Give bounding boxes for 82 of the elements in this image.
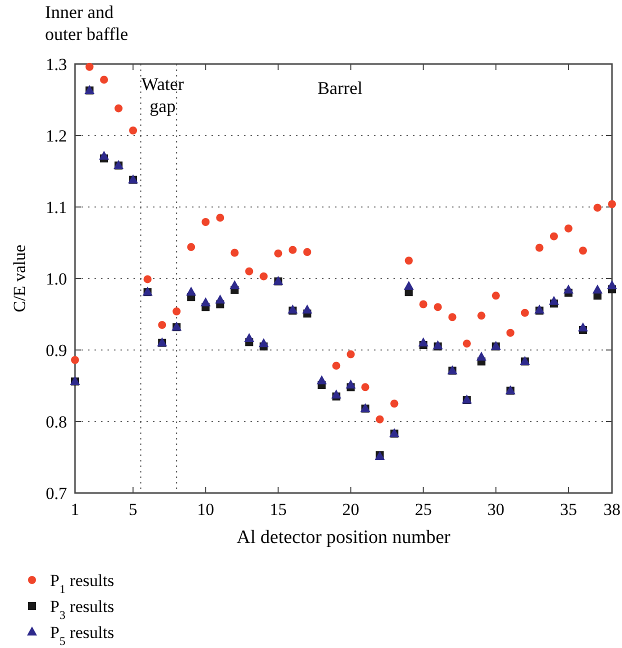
point: [404, 280, 414, 290]
point: [434, 303, 442, 312]
annotation: Barrel: [318, 78, 362, 98]
point: [564, 224, 572, 232]
text: Inner and outer baffle: [45, 2, 128, 44]
point: [316, 375, 327, 384]
x-tick-label: 1: [70, 500, 80, 519]
point: [550, 232, 558, 240]
y-tick-label: 1.0: [46, 270, 67, 288]
legend-label: P$_{3}$ results: [50, 597, 114, 622]
point: [346, 350, 355, 358]
legend-label: P$_{5}$ results: [50, 623, 114, 648]
point: [332, 362, 340, 370]
point: [100, 76, 108, 84]
x-tick-label: 15: [270, 500, 287, 519]
y-axis-title: C/E value: [10, 244, 29, 312]
point: [419, 300, 428, 308]
point: [592, 284, 602, 294]
point: [288, 304, 298, 314]
point: [361, 383, 370, 392]
point: [608, 200, 616, 208]
point: [520, 308, 529, 317]
point: [158, 320, 166, 329]
point: [548, 296, 559, 305]
point: [492, 292, 500, 300]
x-tick-label: 25: [414, 500, 432, 519]
point: [593, 204, 602, 212]
point: [534, 304, 544, 314]
point: [186, 286, 196, 296]
point: [129, 126, 138, 134]
point: [258, 338, 269, 348]
point: [535, 244, 544, 252]
point: [578, 322, 588, 332]
point: [99, 150, 110, 160]
point: [404, 256, 413, 265]
point: [71, 356, 79, 364]
point: [448, 313, 456, 322]
x-tick-label: 20: [342, 500, 360, 519]
point: [563, 284, 574, 294]
point: [187, 243, 196, 252]
point: [418, 337, 428, 346]
x-tick-label: 10: [197, 500, 214, 519]
point: [200, 297, 211, 306]
y-tick-label: 0.7: [46, 484, 68, 503]
point: [144, 275, 152, 284]
point: [215, 294, 226, 304]
x-tick-label: 5: [128, 500, 138, 519]
point: [346, 380, 356, 389]
legend-label: P$_{1}$ results: [50, 571, 114, 596]
point: [476, 352, 486, 361]
y-tick-label: 1.1: [46, 198, 67, 217]
point: [331, 390, 342, 399]
point: [202, 218, 210, 226]
point: [216, 214, 224, 222]
point: [288, 246, 297, 254]
point: [302, 304, 312, 314]
x-tick-label: 35: [560, 500, 577, 519]
point: [230, 280, 240, 290]
y-tick-label: 1.2: [46, 126, 67, 146]
annotation: Water gap: [141, 74, 184, 116]
point: [86, 62, 94, 71]
point: [462, 340, 471, 348]
point: [245, 267, 254, 276]
x-axis-title: Al detector position number: [236, 527, 452, 548]
x-tick-label: 38: [604, 500, 620, 519]
point: [390, 400, 398, 408]
point: [578, 246, 587, 255]
y-tick-label: 0.8: [46, 412, 67, 432]
point: [274, 249, 282, 258]
point: [303, 248, 312, 256]
point: [244, 333, 254, 342]
y-tick-label: 0.9: [46, 341, 67, 360]
point: [260, 272, 268, 280]
point: [114, 104, 123, 112]
point: [506, 328, 514, 337]
point: [376, 415, 384, 424]
point: [230, 248, 239, 257]
point: [477, 312, 486, 320]
x-tick-label: 30: [487, 500, 504, 519]
point: [607, 280, 617, 290]
point: [172, 307, 181, 316]
y-tick-label: 1.3: [46, 55, 67, 74]
